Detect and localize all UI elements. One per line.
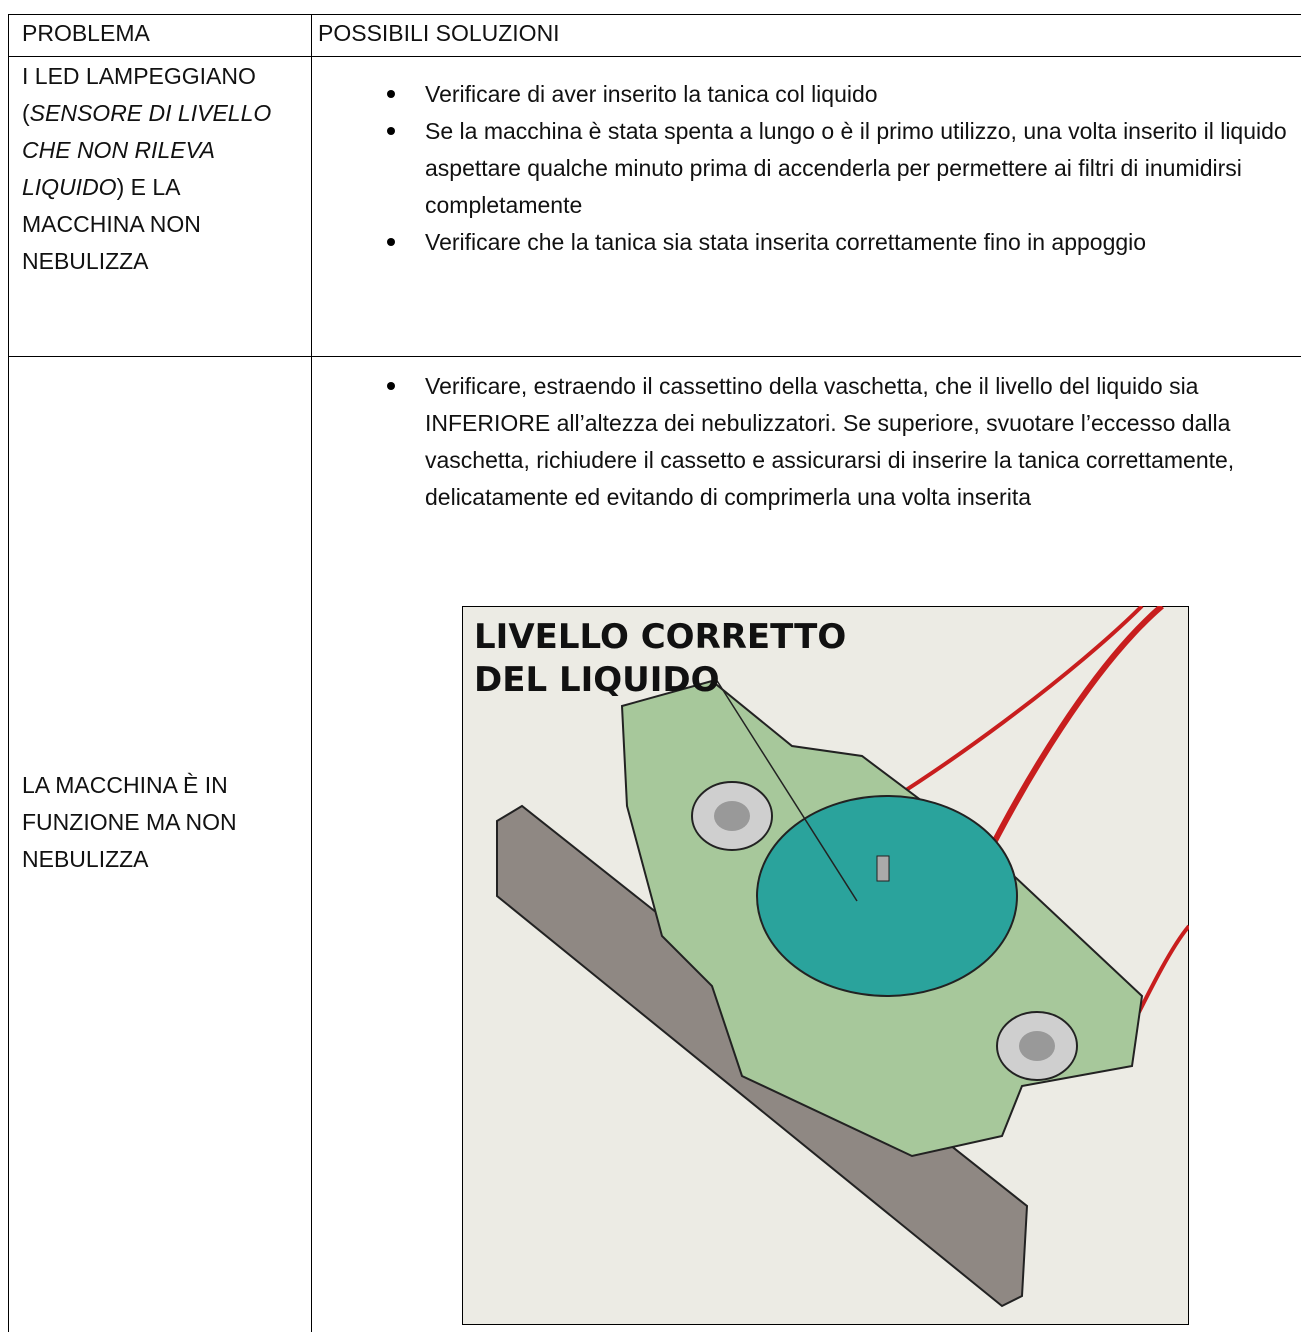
figure: LIVELLO CORRETTO DEL LIQUIDO [462, 606, 1189, 1325]
solution-item: Se la macchina è stata spenta a lungo o … [387, 113, 1301, 224]
solution-list: Verificare di aver inserito la tanica co… [387, 76, 1301, 261]
nebulizer [714, 801, 750, 831]
figure-label: LIVELLO CORRETTO [474, 617, 846, 657]
wire [979, 606, 1164, 868]
liquid [756, 795, 1018, 997]
problem-cell: LA MACCHINA È IN FUNZIONE MA NON NEBULIZ… [22, 767, 292, 878]
solution-item: Verificare di aver inserito la tanica co… [387, 76, 1301, 113]
sensor-pin [876, 855, 890, 882]
problem-cell: I LED LAMPEGGIANO (SENSORE DI LIVELLO CH… [22, 58, 302, 280]
table-border [8, 56, 1301, 57]
table-border [311, 14, 312, 1332]
solutions-cell: Verificare di aver inserito la tanica co… [387, 76, 1301, 261]
solution-item: Verificare, estraendo il cassettino dell… [387, 368, 1301, 516]
solution-list: Verificare, estraendo il cassettino dell… [387, 368, 1301, 516]
problem-text: SENSORE DI LIVELLO CHE NON RILEVA LIQUID… [22, 100, 272, 200]
problem-text: ) E LA MACCHINA NON NEBULIZZA [22, 174, 201, 274]
table-border [8, 14, 9, 1332]
leader-line [713, 675, 858, 902]
problem-text: LA MACCHINA È IN FUNZIONE MA NON NEBULIZ… [22, 772, 237, 872]
solution-item: Verificare che la tanica sia stata inser… [387, 224, 1301, 261]
header-cell: PROBLEMA [22, 20, 150, 46]
solutions-cell: Verificare, estraendo il cassettino dell… [387, 368, 1301, 516]
table-border [8, 356, 1301, 357]
figure-label: DEL LIQUIDO [474, 660, 720, 700]
problem-text: I LED LAMPEGGIANO ( [22, 63, 256, 126]
nebulizer [1019, 1031, 1055, 1061]
header-cell: POSSIBILI SOLUZIONI [318, 20, 560, 46]
table-border [8, 14, 1301, 15]
